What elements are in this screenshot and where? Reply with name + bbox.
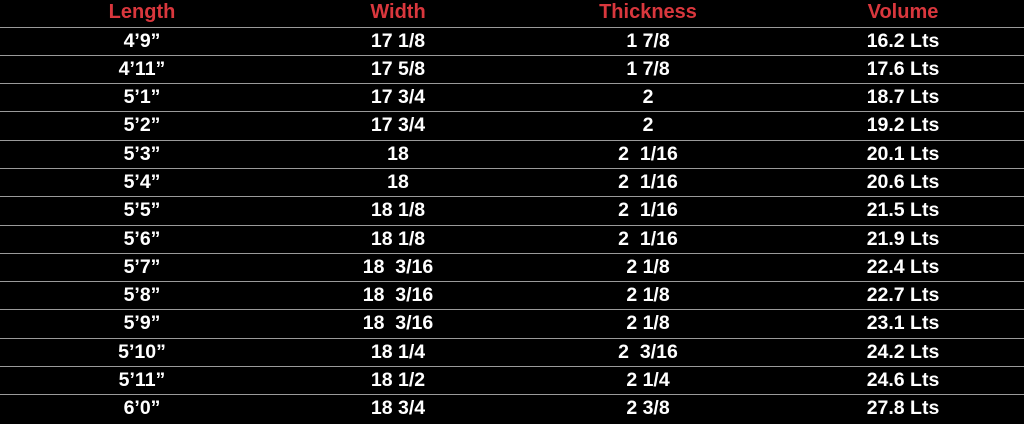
cell-thickness: 2 1/16	[618, 199, 678, 222]
table-row: 5’5” 18 1/8 2 1/16 21.5 Lts	[0, 197, 1024, 226]
cell-length: 5’5”	[123, 199, 161, 222]
cell-length: 5’11”	[118, 369, 166, 392]
cell-width: 17 3/4	[370, 86, 426, 109]
cell-width: 18 1/8	[370, 199, 426, 222]
cell-volume: 16.2 Lts	[866, 29, 940, 52]
cell-width: 17 1/8	[370, 29, 426, 52]
cell-width: 17 3/4	[370, 114, 426, 137]
cell-volume: 24.6 Lts	[866, 369, 940, 392]
cell-volume: 21.5 Lts	[866, 199, 940, 222]
table-row: 5’1” 17 3/4 2 18.7 Lts	[0, 84, 1024, 113]
cell-thickness: 2	[642, 114, 654, 137]
cell-thickness: 2 3/16	[618, 340, 678, 363]
cell-volume: 24.2 Lts	[866, 340, 940, 363]
cell-thickness: 2 1/16	[618, 142, 678, 165]
cell-width: 17 5/8	[370, 57, 426, 80]
cell-thickness: 2 3/8	[626, 397, 670, 420]
cell-length: 4’11”	[118, 57, 166, 80]
cell-thickness: 2 1/8	[626, 284, 670, 307]
cell-thickness: 1 7/8	[626, 29, 670, 52]
cell-width: 18 3/16	[362, 284, 434, 307]
cell-width: 18	[387, 142, 409, 165]
cell-width: 18 1/8	[370, 227, 426, 250]
cell-width: 18 1/4	[370, 340, 426, 363]
header-length: Length	[108, 1, 176, 23]
cell-volume: 21.9 Lts	[866, 227, 940, 250]
cell-width: 18 1/2	[370, 369, 426, 392]
cell-length: 5’1”	[123, 86, 161, 109]
table-row: 5’7” 18 3/16 2 1/8 22.4 Lts	[0, 254, 1024, 283]
cell-length: 4’9”	[123, 29, 161, 52]
cell-length: 5’10”	[118, 340, 166, 363]
cell-length: 5’7”	[123, 255, 161, 278]
table-row: 5’10” 18 1/4 2 3/16 24.2 Lts	[0, 339, 1024, 368]
table-header-row: Length Width Thickness Volume	[0, 0, 1024, 28]
cell-length: 5’6”	[123, 227, 161, 250]
table-row: 5’11” 18 1/2 2 1/4 24.6 Lts	[0, 367, 1024, 396]
cell-thickness: 2 1/8	[626, 255, 670, 278]
cell-thickness: 2 1/16	[618, 227, 678, 250]
cell-volume: 18.7 Lts	[866, 86, 940, 109]
cell-volume: 19.2 Lts	[866, 114, 940, 137]
table-row: 4’11” 17 5/8 1 7/8 17.6 Lts	[0, 56, 1024, 85]
table-row: 5’8” 18 3/16 2 1/8 22.7 Lts	[0, 282, 1024, 311]
table-row: 5’9” 18 3/16 2 1/8 23.1 Lts	[0, 310, 1024, 339]
table-row: 4’9” 17 1/8 1 7/8 16.2 Lts	[0, 28, 1024, 56]
cell-length: 5’2”	[123, 114, 161, 137]
cell-thickness: 2	[642, 86, 654, 109]
cell-volume: 20.1 Lts	[866, 142, 940, 165]
header-volume: Volume	[867, 1, 939, 23]
cell-thickness: 2 1/4	[626, 369, 670, 392]
cell-volume: 27.8 Lts	[866, 397, 940, 420]
cell-thickness: 2 1/8	[626, 312, 670, 335]
cell-volume: 23.1 Lts	[866, 312, 940, 335]
cell-length: 5’4”	[123, 170, 161, 193]
cell-width: 18	[387, 170, 409, 193]
cell-thickness: 1 7/8	[626, 57, 670, 80]
table-row: 5’6” 18 1/8 2 1/16 21.9 Lts	[0, 226, 1024, 254]
cell-width: 18 3/16	[362, 312, 434, 335]
cell-volume: 22.7 Lts	[866, 284, 940, 307]
cell-width: 18 3/16	[362, 255, 434, 278]
cell-volume: 20.6 Lts	[866, 170, 940, 193]
cell-volume: 22.4 Lts	[866, 255, 940, 278]
cell-thickness: 2 1/16	[618, 170, 678, 193]
header-thickness: Thickness	[599, 1, 697, 23]
cell-length: 5’3”	[123, 142, 161, 165]
cell-length: 6’0”	[123, 397, 161, 420]
table-row: 5’3” 18 2 1/16 20.1 Lts	[0, 141, 1024, 169]
cell-length: 5’8”	[123, 284, 161, 307]
table-row: 5’4” 18 2 1/16 20.6 Lts	[0, 169, 1024, 198]
header-width: Width	[370, 1, 426, 23]
cell-length: 5’9”	[123, 312, 161, 335]
cell-volume: 17.6 Lts	[866, 57, 940, 80]
cell-width: 18 3/4	[370, 397, 426, 420]
table-row: 5’2” 17 3/4 2 19.2 Lts	[0, 112, 1024, 141]
table-row: 6’0” 18 3/4 2 3/8 27.8 Lts	[0, 395, 1024, 423]
